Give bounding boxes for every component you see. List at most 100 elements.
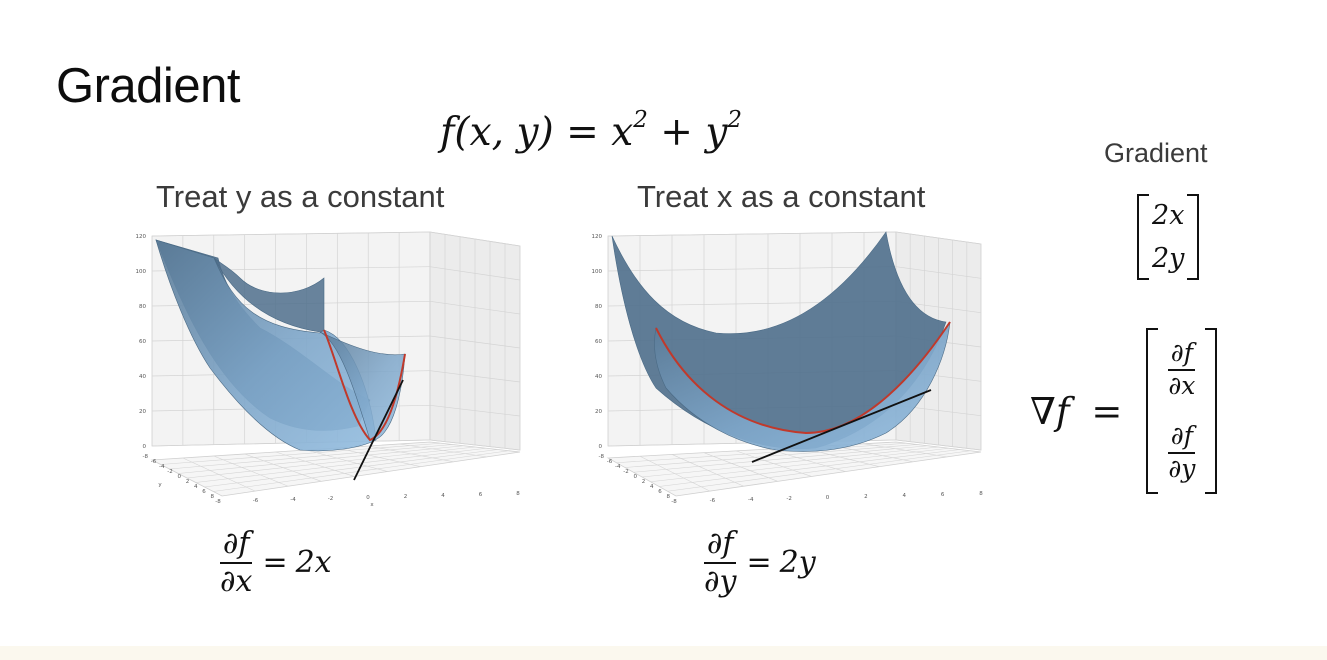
y-tick-label: 4: [650, 484, 654, 490]
y-tick-label: -6: [151, 459, 157, 465]
surface-patch: [319, 331, 406, 441]
fraction-bar: [1168, 368, 1196, 371]
y-tick-label: 8: [211, 494, 215, 500]
x-tick-label: 6: [479, 492, 483, 498]
y-tick-label: 2: [642, 479, 646, 485]
y-tick-label: 0: [178, 474, 182, 480]
slice-curve: [323, 329, 406, 442]
fraction-bar: [220, 561, 253, 564]
function-term-y: y: [705, 110, 728, 155]
function-exp-x: 2: [633, 107, 648, 133]
fraction-bar: [1168, 451, 1196, 454]
y-tick-label: 6: [202, 489, 206, 495]
grid-line: [624, 444, 918, 468]
x-tick-label: 8: [516, 491, 520, 497]
z-tick-label: 0: [599, 444, 603, 450]
x-tick-label: 4: [441, 493, 445, 499]
z-tick-label: 20: [139, 409, 146, 415]
tangent-line: [751, 389, 932, 463]
left-panel-caption: Treat y as a constant: [156, 179, 445, 214]
left-bracket: [1137, 194, 1149, 280]
grid-line: [195, 447, 487, 483]
z-tick-label: 60: [595, 339, 602, 345]
nabla-symbol: ∇: [1030, 389, 1056, 433]
x-tick-label: 0: [366, 495, 370, 501]
y-tick-label: -2: [167, 469, 172, 475]
y-tick-label: -8: [143, 454, 149, 460]
gradient-vector: 2x 2y: [1137, 194, 1200, 280]
surface-patch: [155, 239, 377, 452]
partial-y-numerator: ∂f: [706, 526, 734, 561]
partial-y-fraction: ∂f ∂y: [704, 526, 737, 599]
x-tick-label: 0: [826, 495, 830, 501]
nabla-f: f: [1055, 389, 1070, 433]
x-axis-label: x: [370, 502, 374, 508]
z-tick-label: 120: [592, 234, 603, 240]
gradient-component-x: 2x: [1152, 200, 1185, 231]
dfdx-denominator: ∂x: [1168, 370, 1196, 400]
z-tick-label: 40: [595, 374, 602, 380]
gradient-vector-cells: 2x 2y: [1149, 194, 1187, 280]
slice-curve: [655, 321, 951, 435]
y-axis-label: y: [158, 482, 162, 488]
grid-line: [607, 266, 897, 272]
y-tick-label: -4: [615, 464, 621, 470]
grid-line: [633, 445, 928, 473]
function-equals: =: [566, 110, 599, 155]
grid-line: [204, 449, 498, 488]
grid-line: [641, 446, 939, 478]
slide-title: Gradient: [56, 59, 240, 113]
gradient-component-y: 2y: [1152, 243, 1185, 274]
x-tick-label: 6: [941, 492, 945, 498]
grid-line: [186, 446, 476, 479]
y-tick-label: -2: [623, 469, 628, 475]
x-tick-label: 8: [979, 491, 983, 497]
gradient-definition: ∇f = ∂f ∂x ∂f ∂y: [1030, 328, 1218, 494]
grid-line: [178, 445, 464, 474]
grid-line: [650, 447, 950, 483]
footer-strip: [0, 646, 1327, 660]
grid-line: [160, 442, 442, 465]
y-tick-label: 2: [186, 479, 190, 485]
z-tick-label: 100: [136, 269, 147, 275]
x-tick-label: -8: [215, 499, 221, 505]
grid-line: [169, 444, 453, 470]
function-term-x: x: [611, 110, 634, 155]
grid-line: [213, 450, 509, 492]
z-tick-label: 120: [136, 234, 147, 240]
partials-vector-dfdy: ∂f ∂y: [1168, 421, 1196, 482]
function-plus: +: [660, 110, 693, 155]
partial-y-equation: ∂f ∂y = 2y: [704, 528, 816, 597]
x-tick-label: 2: [864, 494, 868, 500]
partial-x-fraction: ∂f ∂x: [220, 528, 253, 599]
z-tick-label: 0: [143, 444, 147, 450]
dfdy-numerator: ∂f: [1170, 421, 1193, 451]
z-tick-label: 20: [595, 409, 602, 415]
right-bracket: [1187, 194, 1200, 280]
y-tick-label: 8: [667, 494, 671, 500]
x-tick-label: -4: [290, 497, 296, 503]
z-tick-label: 80: [595, 304, 602, 310]
fraction-bar: [704, 561, 737, 564]
partial-x-result: 2x: [295, 545, 332, 580]
partials-vector: ∂f ∂x ∂f ∂y: [1146, 328, 1218, 494]
x-tick-label: -8: [671, 499, 677, 505]
z-tick-label: 80: [139, 304, 146, 310]
surface-patch: [213, 257, 325, 333]
x-tick-label: -4: [748, 497, 754, 503]
x-tick-label: -2: [786, 496, 791, 502]
y-tick-label: 4: [194, 484, 198, 490]
y-tick-label: -6: [607, 459, 613, 465]
dfdx-numerator: ∂f: [1170, 338, 1193, 368]
partial-y-result: 2y: [779, 545, 816, 580]
partials-vector-cells: ∂f ∂x ∂f ∂y: [1158, 328, 1205, 494]
partials-vector-dfdx: ∂f ∂x: [1168, 338, 1196, 400]
x-tick-label: -6: [253, 498, 259, 504]
partial-x-denominator: ∂x: [220, 563, 253, 599]
function-exp-y: 2: [727, 107, 743, 133]
tangent-line: [353, 379, 404, 481]
partial-y-denominator: ∂y: [704, 563, 737, 599]
y-tick-label: 6: [658, 489, 662, 495]
y-tick-label: 0: [634, 474, 638, 480]
